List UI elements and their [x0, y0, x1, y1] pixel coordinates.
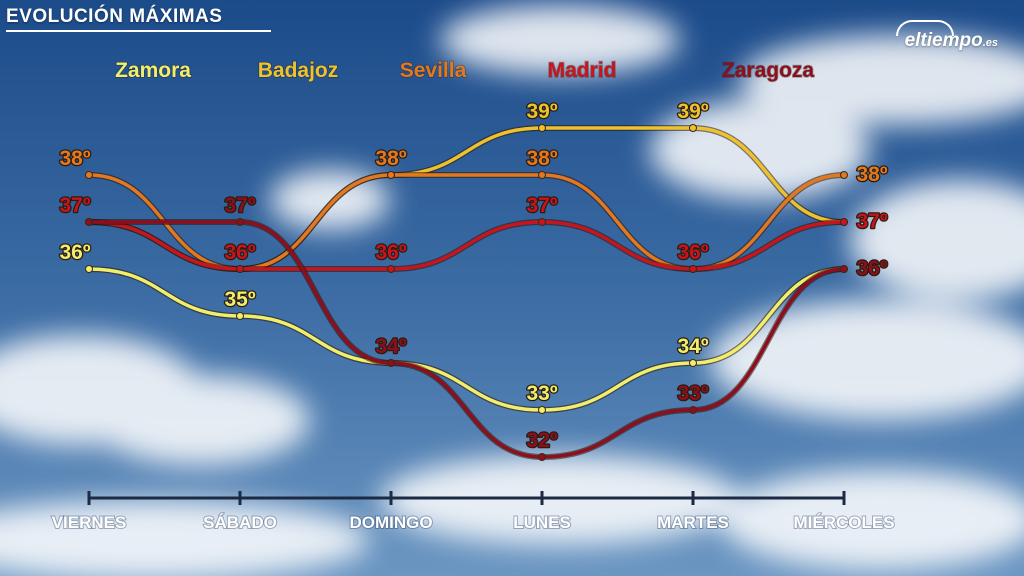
series-point-zamora	[538, 406, 546, 414]
x-tick-label: MIÉRCOLES	[793, 513, 894, 532]
data-label-zaragoza: 36º	[856, 257, 887, 280]
data-label-madrid: 36º	[677, 241, 708, 264]
series-point-madrid	[387, 265, 395, 273]
series-point-madrid	[840, 218, 848, 226]
legend-item-madrid: Madrid	[548, 59, 617, 82]
data-label-sevilla: 38º	[526, 147, 557, 170]
brand-logo: eltiempo.es	[905, 30, 998, 52]
series-line-shadow-zamora	[88, 266, 845, 414]
series-points	[85, 124, 848, 461]
series-point-zaragoza	[689, 406, 697, 414]
data-label-madrid: 37º	[856, 210, 887, 233]
series-point-zamora	[236, 312, 244, 320]
legend: Zamora Badajoz Sevilla Madrid Zaragoza	[114, 58, 815, 83]
series-point-sevilla	[387, 171, 395, 179]
series-line-sevilla	[88, 173, 845, 271]
data-label-zamora: 34º	[677, 335, 708, 358]
series-point-madrid	[236, 265, 244, 273]
data-label-zaragoza: 34º	[375, 335, 406, 358]
data-label-madrid: 36º	[375, 241, 406, 264]
series-point-sevilla	[840, 171, 848, 179]
chart-title-box: EVOLUCIÓN MÁXIMAS	[6, 6, 271, 32]
x-tick-label: MARTES	[657, 513, 729, 532]
series-point-zamora	[85, 265, 93, 273]
title-underline	[6, 30, 271, 32]
legend-item-badajoz: Badajoz	[258, 59, 339, 82]
series-line-madrid	[88, 220, 845, 271]
brand-name: eltiempo	[904, 30, 983, 51]
series-point-zaragoza	[538, 453, 546, 461]
brand-suffix: .es	[982, 37, 998, 49]
x-tick-label: SÁBADO	[203, 513, 277, 532]
x-tick-label: VIERNES	[52, 513, 127, 532]
series-point-madrid	[689, 265, 697, 273]
series-point-zaragoza	[85, 218, 93, 226]
data-label-zamora: 36º	[59, 241, 90, 264]
series-point-sevilla	[85, 171, 93, 179]
data-label-badajoz: 39º	[677, 100, 708, 123]
data-label-zamora: 33º	[526, 382, 557, 405]
series-point-zamora	[689, 359, 697, 367]
x-axis: VIERNES SÁBADO DOMINGO LUNES MARTES MIÉRCOLES	[51, 491, 896, 533]
series-point-zaragoza	[236, 218, 244, 226]
data-label-zaragoza: 37º	[224, 194, 255, 217]
data-label-sevilla: 38º	[856, 163, 887, 186]
data-label-zaragoza: 33º	[677, 382, 708, 405]
series-point-zaragoza	[387, 359, 395, 367]
data-label-sevilla: 38º	[59, 147, 90, 170]
legend-item-zaragoza: Zaragoza	[722, 59, 815, 82]
legend-item-sevilla: Sevilla	[400, 59, 467, 82]
data-label-zaragoza: 32º	[526, 429, 557, 452]
series-point-madrid	[538, 218, 546, 226]
series-point-badajoz	[538, 124, 546, 132]
data-label-madrid: 37º	[526, 194, 557, 217]
x-tick-label: LUNES	[513, 513, 571, 532]
legend-item-zamora: Zamora	[115, 59, 191, 82]
chart-title: EVOLUCIÓN MÁXIMAS	[6, 6, 223, 27]
data-label-badajoz: 39º	[526, 100, 557, 123]
series-point-sevilla	[538, 171, 546, 179]
series-point-zaragoza	[840, 265, 848, 273]
series-point-badajoz	[689, 124, 697, 132]
data-label-madrid: 37º	[59, 194, 90, 217]
data-label-madrid: 36º	[224, 241, 255, 264]
series-line-zamora	[88, 267, 845, 412]
x-tick-label: DOMINGO	[349, 513, 432, 532]
data-labels: 36º 35º 33º 34º 38º 38º 38º 38º 39º 39º 37º 36º 36º 3…	[58, 99, 889, 454]
data-label-zamora: 35º	[224, 288, 255, 311]
data-label-sevilla: 38º	[375, 147, 406, 170]
series-lines	[88, 124, 845, 461]
